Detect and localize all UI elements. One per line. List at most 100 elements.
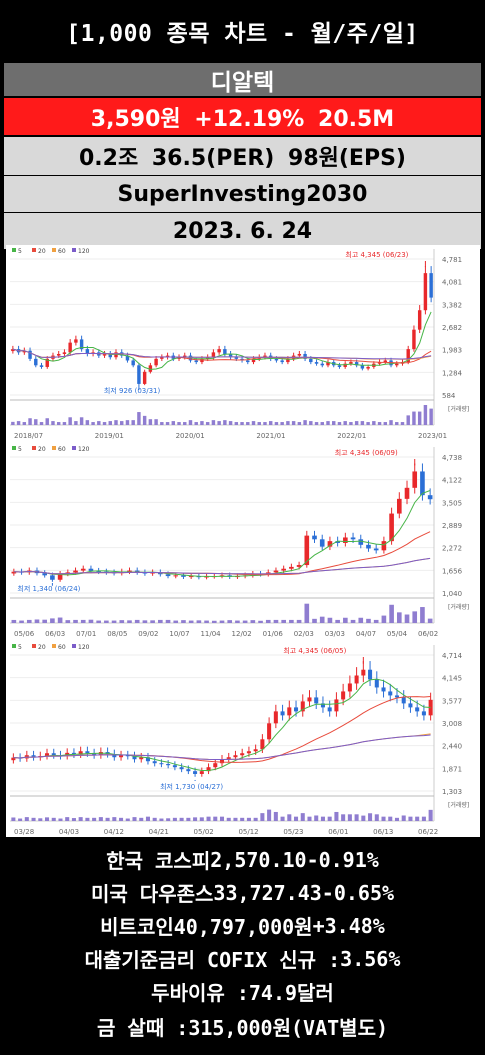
volume-bar: [273, 811, 278, 821]
x-tick-label: 08/05: [107, 630, 127, 638]
volume-bar: [105, 817, 110, 821]
volume-bar: [213, 816, 218, 821]
volume-bar: [253, 817, 258, 821]
volume-bar: [78, 817, 83, 821]
ma120-line: [12, 348, 432, 360]
volume-bar: [404, 614, 410, 623]
volume-bar: [119, 620, 125, 623]
candle-body: [312, 535, 317, 540]
candle-body: [314, 697, 319, 704]
volume-bar: [31, 817, 36, 821]
volume-bar: [300, 813, 305, 821]
candle-body: [79, 339, 84, 350]
volume-bar: [246, 817, 251, 821]
chart-background: [6, 245, 480, 441]
candle-body: [337, 365, 342, 367]
volume-bar: [127, 620, 132, 623]
volume-bar: [18, 818, 23, 821]
volume-bar: [366, 618, 371, 623]
candle-body: [341, 691, 346, 700]
y-tick-label: 4,714: [442, 652, 463, 660]
volume-bar: [327, 816, 332, 821]
volume-bar: [401, 815, 406, 821]
volume-bar: [142, 415, 147, 425]
volume-bar: [112, 817, 117, 821]
candle-body: [303, 353, 307, 359]
volume-bar: [171, 421, 176, 425]
candle-body: [280, 711, 285, 716]
footer-change: +3.48%: [312, 913, 385, 938]
volume-bar: [108, 421, 112, 425]
volume-bar: [158, 619, 163, 623]
y-tick-label: 3,505: [442, 499, 462, 507]
x-tick-label: 2023/01: [418, 432, 447, 440]
candle-body: [406, 349, 410, 363]
low-annotation: 최저 1,340 (06/24): [17, 584, 80, 593]
candle-body: [349, 362, 353, 364]
volume-bar: [96, 620, 101, 623]
candle-body: [251, 358, 256, 363]
candle-body: [427, 495, 433, 500]
ma5-line: [12, 311, 432, 370]
volume-bar: [389, 604, 394, 623]
candle-body: [108, 353, 112, 358]
candle-body: [211, 352, 216, 358]
candle-body: [137, 365, 141, 384]
volume-bar: [38, 818, 43, 821]
volume-bar: [396, 612, 402, 623]
volume-bar: [287, 814, 292, 821]
legend-label: 5: [18, 644, 22, 651]
candle-body: [181, 575, 186, 577]
legend-label: 60: [58, 248, 66, 255]
legend-label: 5: [18, 446, 22, 453]
volume-bar: [211, 620, 217, 623]
candle-body: [327, 707, 332, 712]
volume-bar: [181, 620, 186, 623]
volume-bar: [358, 617, 364, 623]
candle-body: [186, 769, 191, 772]
volume-bar: [16, 421, 21, 425]
volume-bar: [429, 408, 433, 425]
x-tick-label: 04/03: [59, 828, 79, 836]
candle-body: [31, 755, 36, 758]
volume-bar: [50, 618, 55, 623]
channel-name: SuperInvesting2030: [4, 176, 481, 212]
volume-bar: [39, 422, 44, 425]
candle-body: [131, 360, 135, 366]
x-tick-label: 05/06: [14, 630, 35, 638]
legend-swatch: [52, 446, 56, 450]
volume-bar: [179, 817, 184, 821]
volume-bar: [28, 418, 32, 425]
footer-value: 315,000원(VAT별도): [188, 1015, 389, 1040]
footer-label: 금 살때 :: [96, 1015, 189, 1040]
volume-bar: [51, 421, 55, 425]
candle-body: [334, 699, 339, 712]
candle-body: [415, 707, 420, 712]
volume-bar: [65, 620, 71, 623]
volume-bar: [183, 422, 187, 425]
volume-bar: [273, 619, 279, 623]
candle-body: [289, 566, 294, 569]
legend-label: 20: [38, 248, 46, 255]
candle-body: [57, 573, 63, 580]
volume-bar: [394, 817, 400, 821]
legend-swatch: [52, 644, 56, 648]
legend-swatch: [12, 446, 16, 450]
candle-body: [80, 568, 86, 571]
candle-body: [361, 669, 366, 676]
footer-label: 대출기준금리 COFIX 신규 :: [84, 948, 341, 972]
candle-body: [366, 544, 371, 549]
volume-bar: [291, 421, 296, 425]
volume-bar: [150, 620, 155, 623]
x-tick-label: 09/02: [138, 630, 158, 638]
candle-body: [354, 675, 359, 684]
y-tick-label: 1,040: [442, 590, 462, 598]
x-tick-label: 05/23: [283, 828, 303, 836]
volume-bar: [219, 816, 225, 821]
volume-bar: [199, 817, 204, 821]
volume-bar: [335, 619, 340, 623]
high-annotation: 최고 4,345 (06/23): [345, 250, 408, 259]
volume-bar: [235, 620, 240, 623]
volume-bar: [343, 421, 347, 425]
candle-body: [383, 360, 388, 363]
